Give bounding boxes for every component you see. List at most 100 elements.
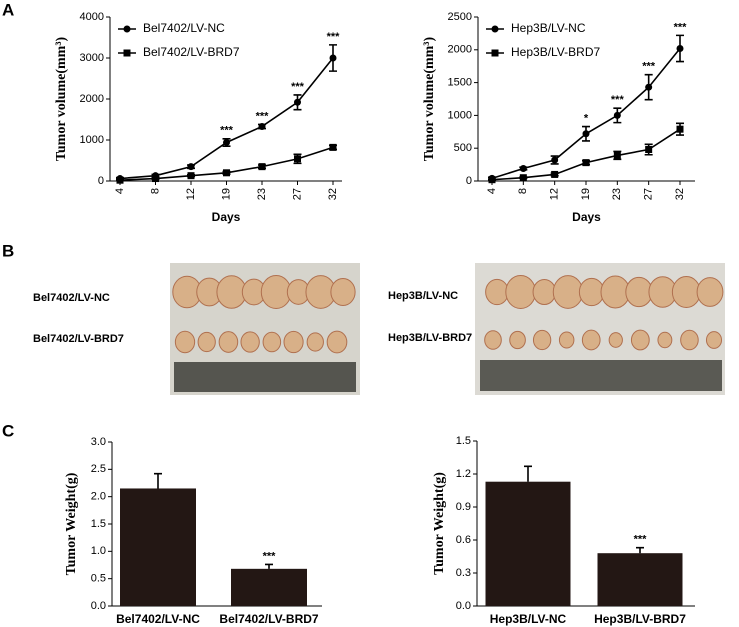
x-tick-label: 19 <box>580 188 592 200</box>
y-tick-label: 2000 <box>80 93 104 105</box>
legend-label: Bel7402/LV-BRD7 <box>143 45 240 59</box>
y-axis-label: Tumor Weight(g) <box>432 472 447 575</box>
y-tick-label: 0 <box>98 175 104 187</box>
panel-letter: A <box>2 0 14 19</box>
x-tick-label: 4 <box>486 188 498 194</box>
legend-label: Hep3B/LV-NC <box>511 21 586 35</box>
x-axis-label: Days <box>572 210 601 224</box>
marker <box>519 174 527 182</box>
significance: *** <box>256 110 270 122</box>
x-tick-label: 8 <box>517 188 529 194</box>
y-axis-label: Tumor volume(mm³) <box>54 36 69 161</box>
y-tick-label: 0 <box>466 175 472 187</box>
marker <box>613 151 621 159</box>
marker <box>116 176 124 184</box>
y-tick-label: 2.5 <box>91 463 106 475</box>
x-tick-label: 8 <box>149 188 161 194</box>
x-tick-label: 23 <box>256 188 268 200</box>
marker <box>551 156 559 164</box>
y-tick-label: 0.9 <box>456 501 471 513</box>
tumor <box>625 276 653 308</box>
tumor <box>283 330 304 354</box>
photo-label: Bel7402/LV-BRD7 <box>33 333 124 345</box>
y-tick-label: 500 <box>454 142 472 154</box>
marker <box>187 163 195 171</box>
significance: *** <box>291 81 305 93</box>
panel-letter: C <box>2 421 14 440</box>
photo-label: Hep3B/LV-NC <box>388 290 458 302</box>
significance: *** <box>674 21 688 33</box>
error-bar <box>636 546 644 554</box>
bar <box>120 488 196 606</box>
x-tick-label: 27 <box>643 188 655 200</box>
marker <box>676 125 684 133</box>
bar <box>231 568 307 606</box>
significance: *** <box>611 94 625 106</box>
photo-label: Hep3B/LV-BRD7 <box>388 332 472 344</box>
marker <box>582 130 590 138</box>
y-tick-label: 2.0 <box>91 491 106 503</box>
tumor <box>532 278 557 306</box>
x-tick-label: 4 <box>114 188 126 194</box>
panel-letter: B <box>2 241 14 260</box>
tumor <box>532 329 552 351</box>
marker <box>551 170 559 178</box>
significance: *** <box>634 534 648 546</box>
y-tick-label: 2000 <box>448 44 472 56</box>
tumor <box>505 275 537 309</box>
tumor <box>578 277 605 307</box>
legend-marker <box>123 49 131 57</box>
tumor <box>174 330 196 354</box>
tumor <box>696 277 724 307</box>
y-tick-label: 1.2 <box>456 468 471 480</box>
significance: *** <box>327 31 341 43</box>
significance: *** <box>642 61 656 73</box>
x-tick-label: Hep3B/LV-NC <box>490 612 567 626</box>
photo-label: Bel7402/LV-NC <box>33 292 110 304</box>
y-tick-label: 3000 <box>80 52 104 64</box>
x-tick-label: Bel7402/LV-NC <box>116 612 200 626</box>
marker <box>152 175 159 183</box>
marker <box>187 172 195 180</box>
x-tick-label: 12 <box>185 188 197 200</box>
tumor <box>552 275 584 309</box>
marker <box>645 83 653 91</box>
y-tick-label: 2500 <box>448 11 472 23</box>
error-bar <box>265 563 273 569</box>
legend-label: Bel7402/LV-NC <box>143 21 225 35</box>
y-axis-label: Tumor Weight(g) <box>64 472 79 575</box>
tumor <box>608 332 623 348</box>
y-tick-label: 1.5 <box>456 435 471 447</box>
x-tick-label: Bel7402/LV-BRD7 <box>219 612 318 626</box>
marker <box>645 146 653 154</box>
x-tick-label: 27 <box>291 188 303 200</box>
marker <box>582 159 590 167</box>
tumor <box>306 332 324 352</box>
tumor <box>326 330 348 354</box>
ruler <box>174 362 356 392</box>
tumor <box>240 331 260 353</box>
tumor <box>680 329 699 351</box>
marker <box>488 176 496 184</box>
tumor <box>262 331 282 353</box>
legend-marker <box>491 25 499 33</box>
marker <box>294 155 301 163</box>
y-tick-label: 3.0 <box>91 436 106 448</box>
significance: * <box>584 112 589 124</box>
y-tick-label: 1000 <box>80 134 104 146</box>
marker <box>258 122 266 130</box>
tumor <box>558 331 575 349</box>
tumor <box>657 331 673 349</box>
x-tick-label: 32 <box>327 188 339 200</box>
tumor <box>197 331 216 353</box>
tumor <box>705 331 723 349</box>
ruler <box>480 360 722 391</box>
x-tick-label: Hep3B/LV-BRD7 <box>594 612 686 626</box>
x-axis-label: Days <box>212 210 241 224</box>
tumor <box>485 278 509 306</box>
tumor <box>484 330 502 350</box>
marker <box>258 163 266 171</box>
tumor <box>509 330 526 350</box>
series-line <box>119 57 334 180</box>
marker <box>223 138 230 146</box>
